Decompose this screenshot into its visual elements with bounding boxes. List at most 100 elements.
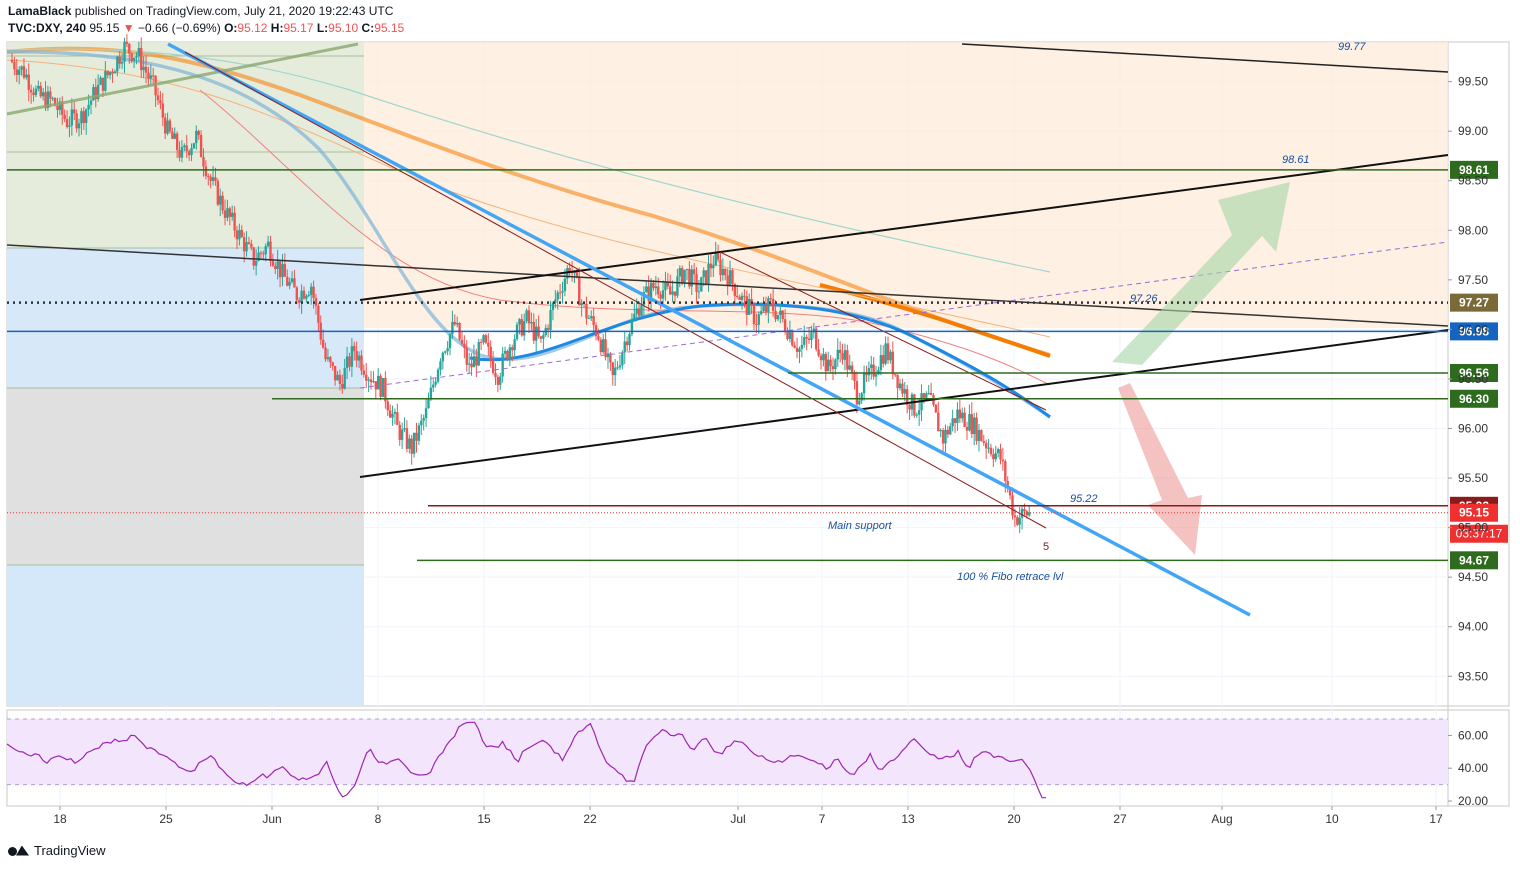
candle-body <box>393 412 397 414</box>
candle-body <box>128 43 131 54</box>
candle-body <box>499 376 502 385</box>
candle-body <box>467 363 471 365</box>
candle-body <box>22 66 26 78</box>
candle-body <box>759 311 763 315</box>
candle-body <box>96 84 100 100</box>
candle-body <box>314 298 318 306</box>
down-arrow-icon: ▼ <box>122 21 135 35</box>
high-label: H: <box>270 21 284 35</box>
candle-body <box>508 347 512 360</box>
candle-body <box>307 294 310 296</box>
candle-body <box>980 430 983 441</box>
candle-body <box>367 379 370 381</box>
candle-body <box>669 286 672 295</box>
candle-body <box>824 353 827 372</box>
candle-body <box>242 236 246 252</box>
candle-body <box>207 176 210 178</box>
candle-body <box>633 313 636 320</box>
symbol-label[interactable]: TVC:DXY, 240 <box>8 21 87 35</box>
candle-body <box>192 143 196 149</box>
candle-body <box>432 384 435 388</box>
candle-body <box>144 66 148 73</box>
candle-body <box>958 409 962 419</box>
candle-body <box>740 295 744 300</box>
candle-body <box>539 336 543 339</box>
candle-body <box>585 303 588 319</box>
price-chart[interactable]: 60.00 40.00 20.00 98.61 97.27 96.98 96.56 96.3… <box>0 0 1520 840</box>
candle-body <box>80 111 83 124</box>
candle-body <box>46 91 50 109</box>
candle-body <box>513 339 516 351</box>
rsi-tick-label: 40.00 <box>1458 761 1488 775</box>
candle-body <box>417 425 421 441</box>
candle-body <box>733 283 737 296</box>
candle-body <box>391 413 394 418</box>
bearish-arrow-icon <box>1118 383 1202 555</box>
candle-body <box>341 383 344 389</box>
candle-body <box>590 316 593 319</box>
bullish-arrow-icon <box>1112 182 1290 365</box>
annotation-1: 98.61 <box>1282 154 1310 166</box>
candle-body <box>372 381 375 383</box>
candle-body <box>618 365 622 368</box>
candle-body <box>613 367 617 376</box>
candle-body <box>25 74 28 78</box>
candle-body <box>65 119 69 128</box>
candle-body <box>41 92 45 97</box>
candle-body <box>975 417 978 442</box>
candle-body <box>324 347 327 360</box>
candle-body <box>836 349 839 360</box>
candle-body <box>803 337 806 345</box>
candle-body <box>628 334 631 346</box>
ema-300-curve <box>6 48 1051 273</box>
candle-body <box>834 359 837 370</box>
candle-body <box>132 57 136 62</box>
candle-body <box>791 332 794 346</box>
candle-body <box>152 75 155 77</box>
annotation-2: 97.26 <box>1130 293 1158 305</box>
candle-body <box>20 66 23 70</box>
countdown-label: 03:37:17 <box>1456 527 1503 541</box>
candle-body <box>961 412 964 419</box>
candle-body <box>161 103 164 118</box>
candle-body <box>63 114 66 120</box>
candle-body <box>298 300 301 303</box>
candle-body <box>286 276 289 286</box>
candle-body <box>769 298 772 300</box>
candle-body <box>678 268 681 277</box>
candle-body <box>343 367 346 389</box>
candle-body <box>34 88 38 96</box>
candle-body <box>233 212 236 231</box>
candle-body <box>530 322 533 324</box>
candle-body <box>221 195 224 211</box>
candle-body <box>745 296 749 315</box>
candle-body <box>159 100 162 104</box>
y-tick-label: 93.50 <box>1458 669 1488 683</box>
candle-body <box>642 292 646 305</box>
y-tick-label: 96.50 <box>1458 372 1488 386</box>
candle-body <box>10 59 14 63</box>
candle-body <box>724 268 727 276</box>
author-name[interactable]: LamaBlack <box>8 4 72 18</box>
footer-brand[interactable]: TradingView <box>8 843 106 858</box>
candle-body <box>831 366 835 370</box>
candle-body <box>779 310 782 315</box>
candle-body <box>546 327 550 330</box>
price-tag-96-98: 96.98 <box>1459 324 1489 338</box>
last-price: 95.15 <box>89 21 120 35</box>
zone-green-box <box>7 42 364 248</box>
candle-body <box>353 346 356 352</box>
candle-body <box>934 404 938 413</box>
candle-body <box>558 292 562 294</box>
close-value: 95.15 <box>374 21 405 35</box>
candle-body <box>377 375 380 390</box>
candle-body <box>996 449 1000 454</box>
candle-body <box>147 72 150 79</box>
candle-body <box>491 359 495 373</box>
candle-body <box>860 393 863 401</box>
candle-body <box>680 268 684 284</box>
candle-body <box>692 269 696 275</box>
candle-body <box>108 71 112 76</box>
candle-body <box>37 85 40 89</box>
candle-body <box>657 286 660 295</box>
